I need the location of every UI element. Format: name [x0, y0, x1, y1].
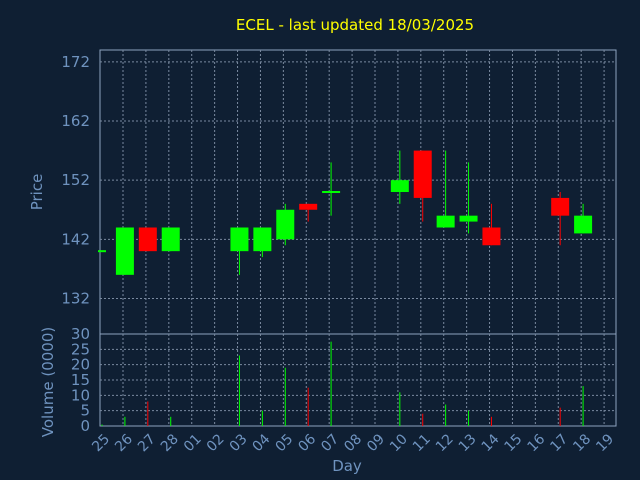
volume-tick-label: 25 [71, 340, 90, 358]
volume-tick-label: 20 [71, 356, 90, 374]
candle-body [115, 227, 134, 275]
price-panel: 132 142 152 162 172 [61, 49, 617, 335]
price-tick-label: 142 [61, 230, 90, 248]
candle-body [253, 227, 272, 252]
volume-tick-label: 15 [71, 371, 90, 389]
candle-body [322, 191, 341, 193]
candle-body [161, 227, 180, 252]
price-axis-label: Price [28, 174, 46, 211]
price-tick-label: 172 [61, 53, 90, 71]
price-tick-label: 162 [61, 112, 90, 130]
volume-tick-label: 0 [80, 417, 90, 435]
chart-title: ECEL - last updated 18/03/2025 [236, 16, 474, 34]
price-tick-label: 152 [61, 171, 90, 189]
candle-body [276, 209, 295, 240]
candle-body [230, 227, 249, 252]
x-axis-label: Day [332, 457, 362, 475]
candle-body [551, 197, 570, 216]
candle-body [390, 180, 409, 192]
volume-tick-label: 5 [80, 402, 90, 420]
volume-tick-label: 10 [71, 386, 90, 404]
candle-body [413, 150, 432, 198]
x-tick-labels: 2526272801020304050607080910111213141516… [89, 431, 617, 455]
candle-body [482, 227, 501, 246]
candle-body [459, 215, 478, 222]
volume-tick-label: 30 [71, 325, 90, 343]
candle-body [436, 215, 455, 228]
candle-body [138, 227, 157, 252]
candle-body [299, 203, 318, 210]
volume-axis-label: Volume (0000) [39, 327, 57, 437]
candle-body [574, 215, 593, 234]
candle-body [98, 250, 106, 253]
price-tick-label: 132 [61, 290, 90, 308]
